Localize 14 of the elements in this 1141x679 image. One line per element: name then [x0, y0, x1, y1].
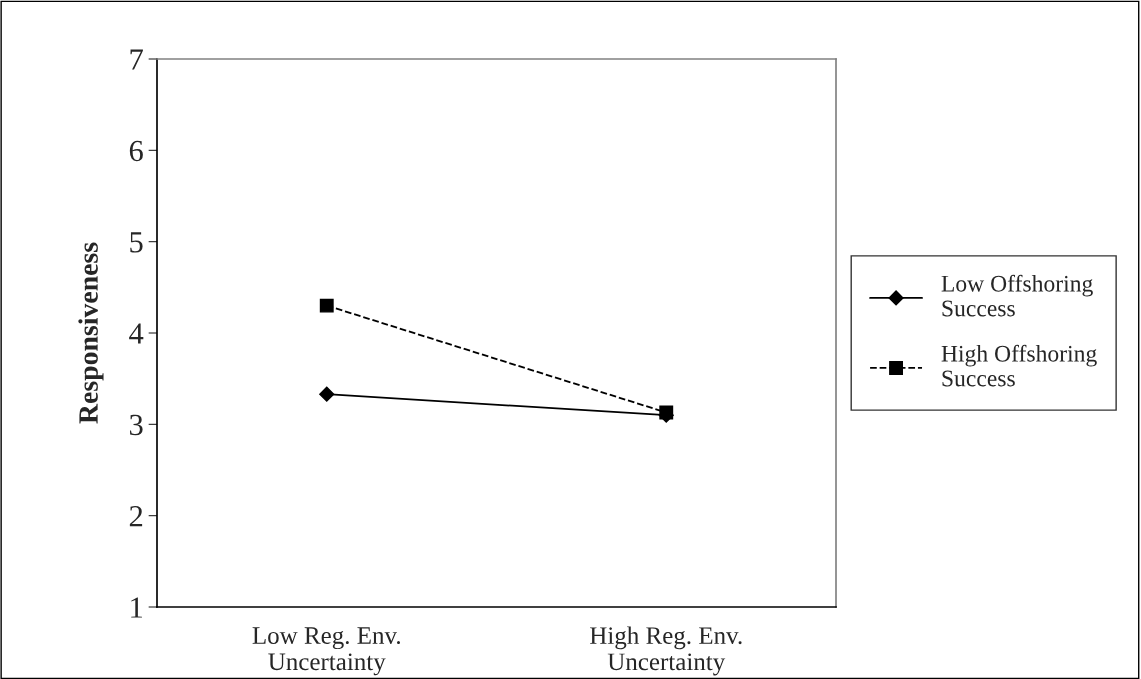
y-tick-label: 6 [129, 140, 143, 162]
x-tick-label: Low Reg. Env. Uncertainty [252, 627, 400, 676]
legend-label: High Offshoring Success [941, 344, 1097, 387]
y-tick-label: 7 [130, 49, 143, 70]
point [319, 386, 335, 402]
y-tick-label: 2 [129, 506, 143, 527]
point [319, 298, 334, 313]
x-tick-label: High Reg. Env. Uncertainty [590, 626, 742, 676]
y-tick-label: 5 [130, 232, 143, 253]
y-axis-title: Responsiveness [78, 242, 104, 424]
legend-label: Low Offshoring Success [941, 274, 1093, 317]
y-tick-label: 1 [131, 597, 142, 618]
y-tick-label: 3 [129, 414, 143, 436]
y-tick-label: 4 [129, 323, 144, 344]
